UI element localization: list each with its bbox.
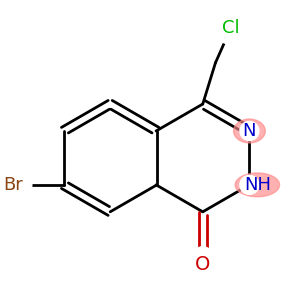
Text: Br: Br xyxy=(3,176,23,194)
Ellipse shape xyxy=(235,173,280,197)
Text: O: O xyxy=(195,255,210,274)
Circle shape xyxy=(219,25,238,44)
Text: N: N xyxy=(243,122,256,140)
Circle shape xyxy=(240,122,259,140)
Circle shape xyxy=(13,176,32,194)
Text: Cl: Cl xyxy=(223,19,240,37)
Text: NH: NH xyxy=(244,176,271,194)
Circle shape xyxy=(240,176,259,194)
Circle shape xyxy=(193,247,212,266)
Ellipse shape xyxy=(234,119,265,143)
